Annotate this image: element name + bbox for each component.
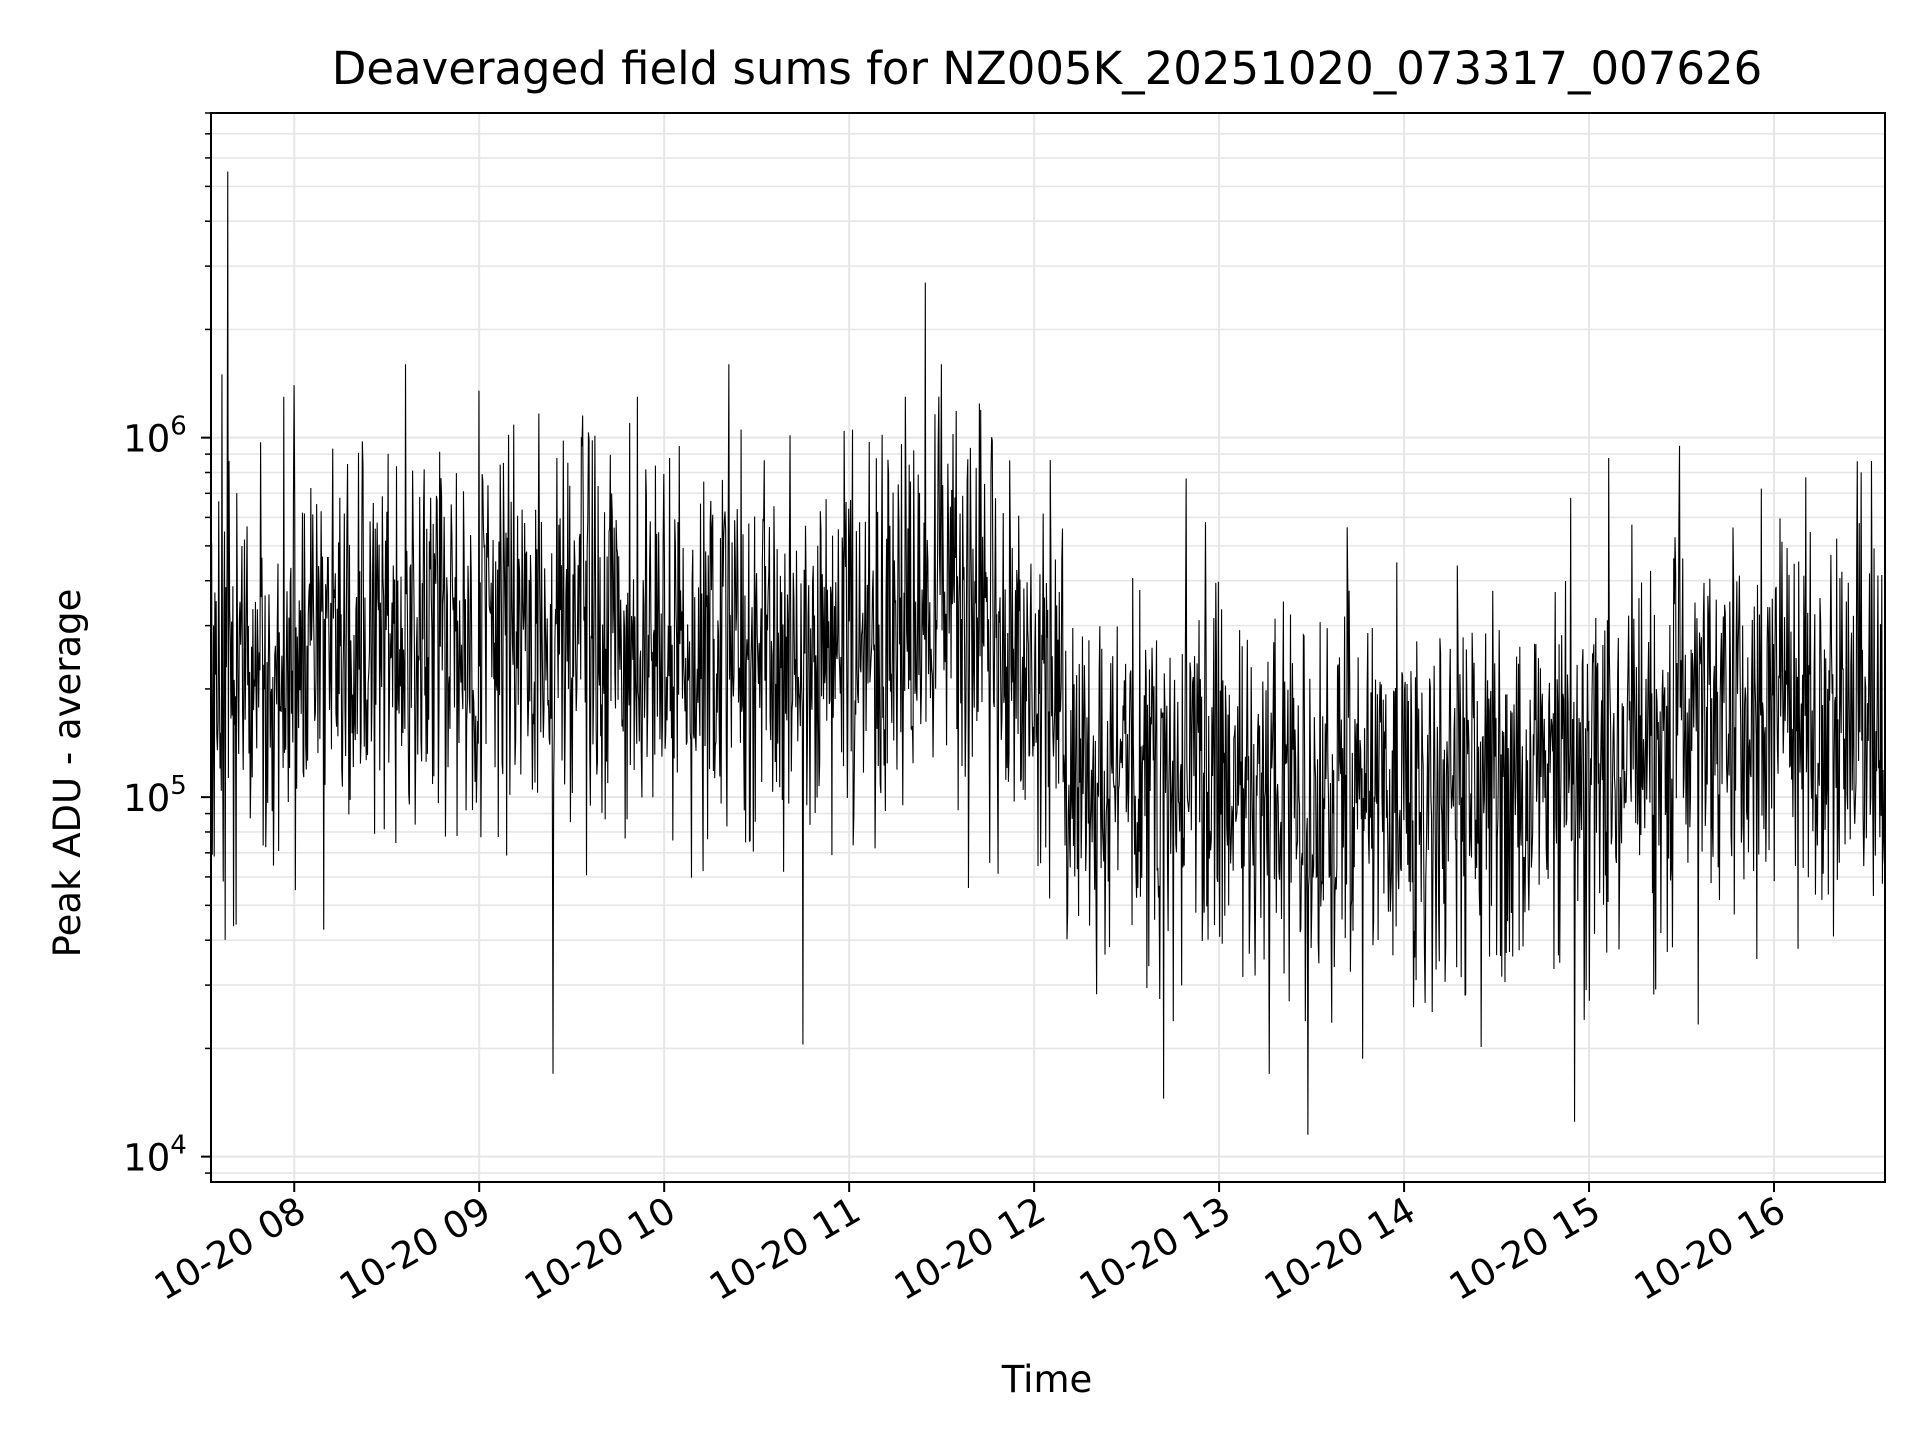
grid-layer bbox=[211, 112, 1885, 1182]
plot-frame bbox=[210, 112, 1886, 1183]
chart-title: Deaveraged field sums for NZ005K_2025102… bbox=[332, 42, 1763, 95]
series-line bbox=[211, 171, 1885, 1135]
y-tick-label: 105 bbox=[123, 771, 187, 820]
y-tick-label: 106 bbox=[123, 412, 187, 461]
y-axis-label: Peak ADU - average bbox=[46, 589, 89, 958]
x-axis-label: Time bbox=[1001, 1358, 1093, 1401]
series-layer bbox=[211, 171, 1885, 1135]
y-tick-label: 104 bbox=[123, 1131, 187, 1180]
